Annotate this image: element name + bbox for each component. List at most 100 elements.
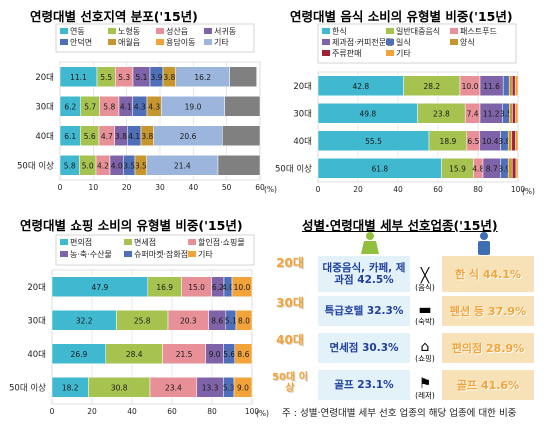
pref-title: 성별·연령대별 세부 선호업종('15년)	[302, 218, 498, 233]
data-label: 5.8	[64, 161, 76, 170]
x-tick-label: 20	[122, 183, 132, 192]
data-label: 13.3	[202, 383, 219, 392]
data-label: 26.9	[71, 350, 88, 359]
data-label: 49.8	[359, 109, 376, 118]
category-label: 30대	[293, 109, 312, 119]
data-label: 25.8	[134, 316, 151, 325]
x-tick-label: 10	[89, 183, 99, 192]
data-label: 23.4	[165, 383, 182, 392]
data-label: 32.2	[76, 316, 93, 325]
data-label: 6.2	[64, 102, 76, 111]
legend-label: 농·축·수산물	[70, 249, 112, 259]
legend-label: 슈퍼마켓·잡화점	[134, 249, 188, 259]
male-preference: 펜션 등 37.9%	[442, 296, 534, 326]
x-tick-label: 40	[393, 185, 403, 194]
data-label: 4.3	[134, 102, 146, 111]
x-tick-label: 0	[58, 183, 63, 192]
data-label: 18.9	[440, 137, 457, 146]
age-label: 30대	[276, 296, 304, 310]
data-label: 5.6	[84, 132, 96, 141]
bar-segment	[514, 75, 519, 96]
unit-label: (%)	[256, 409, 269, 418]
category-label: (숙박)	[415, 317, 435, 326]
data-label: 9.0	[237, 383, 249, 392]
data-label: 16.2	[194, 73, 211, 82]
legend-label: 성산읍	[166, 26, 188, 36]
bar-segment	[515, 103, 519, 124]
legend-swatch	[124, 239, 132, 245]
legend-label: 편의점	[70, 237, 92, 247]
bar-segment	[508, 75, 513, 96]
data-label: 4.0	[222, 283, 234, 292]
data-label: 3.8	[115, 132, 127, 141]
x-tick-label: 20	[87, 407, 97, 416]
data-label: 5.7	[84, 102, 96, 111]
category-label: 20대	[293, 82, 312, 92]
female-preference: 골프 23.1%	[318, 370, 410, 400]
data-label: 18.2	[62, 383, 79, 392]
category-label: 20대	[27, 283, 46, 293]
bar-segment	[235, 310, 253, 331]
data-label: 5.0	[82, 161, 94, 170]
legend-label: 기타	[198, 250, 213, 259]
category-icon: ⌂ (쇼핑)	[412, 333, 438, 363]
legend-swatch	[322, 39, 330, 45]
legend-box	[55, 234, 255, 266]
legend-swatch	[60, 251, 68, 257]
data-label: 8.7	[486, 164, 498, 173]
bar-segment	[509, 103, 513, 124]
data-label: 7.4	[467, 109, 479, 118]
legend-swatch	[60, 28, 68, 34]
data-label: 19.0	[185, 102, 202, 111]
data-label: 5.5	[100, 73, 112, 82]
category-icon: ╳ (음식)	[412, 256, 438, 292]
x-tick-label: 50	[222, 183, 232, 192]
chart1-title: 연령대별 선호지역 분포('15년)	[30, 9, 198, 24]
category-glyph: ⚑	[418, 376, 432, 392]
male-preference: 한 식 44.1%	[442, 256, 534, 292]
chart2-title: 연령대별 음식 소비의 유형별 비중('15년)	[290, 9, 513, 24]
data-label: 15.9	[449, 164, 466, 173]
category-glyph: ╳	[420, 268, 430, 284]
data-label: 4.3	[148, 102, 160, 111]
category-label: 20대	[35, 73, 54, 83]
data-label: 4.1	[120, 102, 132, 111]
data-label: 5.1	[225, 316, 237, 325]
legend-label: 면세점	[134, 237, 156, 247]
bar-segment	[502, 75, 510, 96]
data-label: 3.9	[498, 164, 510, 173]
legend-swatch	[450, 39, 458, 45]
data-label: 10.0	[234, 283, 251, 292]
x-tick-label: 60	[255, 183, 265, 192]
category-icon: ⚑ (레저)	[412, 370, 438, 400]
data-label: 21.4	[174, 161, 191, 170]
legend-swatch	[386, 28, 394, 34]
data-label: 3.8	[141, 132, 153, 141]
data-label: 61.8	[371, 164, 388, 173]
legend-label: 한식	[332, 27, 347, 36]
bar-segment	[233, 377, 253, 398]
x-tick-label: 40	[189, 183, 199, 192]
data-label: 4.8	[472, 164, 484, 173]
legend-swatch	[188, 251, 196, 257]
data-label: 6.2	[212, 283, 224, 292]
data-label: 20.3	[180, 316, 197, 325]
legend-label: 양식	[460, 38, 475, 47]
data-label: 8.0	[238, 316, 250, 325]
legend-swatch	[386, 39, 394, 45]
x-tick-label: 100	[511, 185, 526, 194]
x-tick-label: 30	[155, 183, 165, 192]
category-glyph: ▬	[418, 302, 432, 318]
data-label: 3.9	[151, 73, 163, 82]
data-label: 3.5	[500, 109, 512, 118]
legend-swatch	[386, 50, 394, 56]
data-label: 8.6	[211, 316, 223, 325]
age-label: 40대	[276, 333, 304, 347]
data-label: 3.8	[163, 73, 175, 82]
legend-label: 패스트푸드	[460, 26, 497, 36]
x-tick-label: 0	[50, 407, 55, 416]
legend-label: 애월읍	[118, 37, 140, 47]
age-label: 20대	[276, 256, 304, 270]
x-tick-label: 0	[316, 185, 321, 194]
